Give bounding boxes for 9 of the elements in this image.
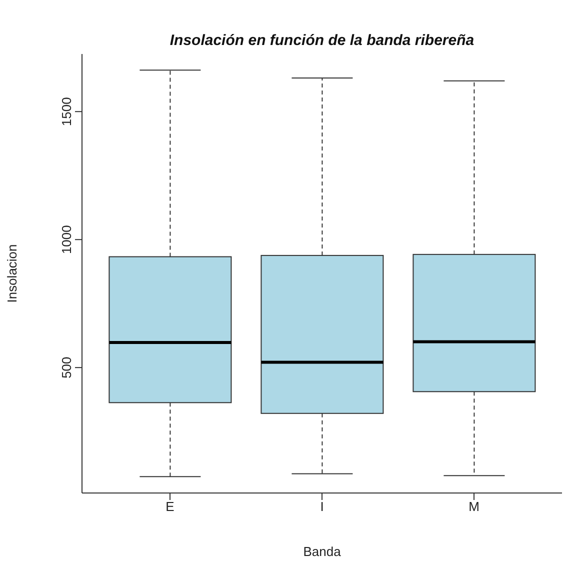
y-tick-label: 1500: [59, 97, 74, 126]
y-axis-title: Insolacion: [4, 244, 20, 303]
x-tick-label: I: [320, 499, 324, 514]
x-tick-label: E: [166, 499, 175, 514]
chart-title: Insolación en función de la banda ribereña: [168, 32, 476, 49]
x-tick-label: M: [468, 499, 480, 514]
y-tick-label: 500: [59, 356, 74, 378]
x-axis-title: Banda: [303, 544, 342, 559]
y-tick-label: 1000: [59, 225, 74, 254]
